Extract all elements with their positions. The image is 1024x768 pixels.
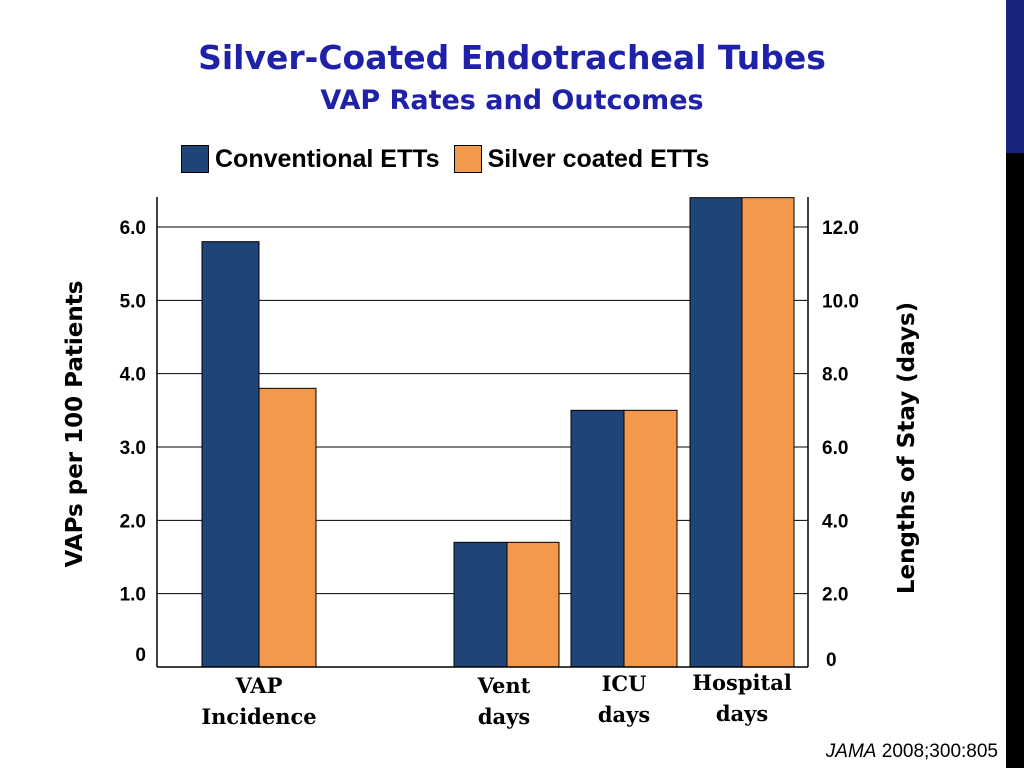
legend-item-silver: Silver coated ETTs: [453, 144, 710, 174]
bar-conventional: [201, 241, 260, 668]
bar-conventional: [570, 409, 625, 668]
y-tick-label-left: 3.0: [120, 438, 146, 459]
y-tick-label-right: 2.0: [822, 585, 848, 606]
y-tick-label-right: 6.0: [822, 438, 848, 459]
slide-title: Silver-Coated Endotracheal Tubes: [198, 38, 826, 77]
citation-details: 2008;300:805: [881, 741, 998, 762]
legend-swatch-silver: [453, 145, 482, 173]
decorative-side-bar-top: [1006, 0, 1024, 153]
y-tick-label-left: 4.0: [120, 365, 146, 386]
y-tick-label-left: 5.0: [120, 291, 146, 312]
bar-conventional: [689, 197, 743, 668]
y-tick-label-left: 2.0: [120, 511, 146, 532]
y-axis-title-right: Lengths of Stay (days): [894, 302, 920, 594]
y-tick-label-right: 12.0: [822, 218, 859, 239]
y-tick-label-left: 6.0: [120, 218, 146, 239]
y-tick-label-left: 0: [135, 645, 146, 666]
legend-swatch-conventional: [181, 145, 209, 173]
y-tick-label-right: 4.0: [822, 511, 848, 532]
bar-silver: [741, 197, 795, 668]
y-tick-label-right: 8.0: [822, 365, 848, 386]
bar-conventional: [453, 541, 508, 668]
legend-item-conventional: Conventional ETTs: [181, 145, 440, 174]
bar-silver: [506, 541, 560, 668]
x-category-label: VAP: [235, 673, 283, 698]
y-tick-label-right: 0: [826, 650, 837, 671]
chart-legend: Conventional ETTs Silver coated ETTs: [181, 143, 709, 175]
legend-label-conventional: Conventional ETTs: [215, 144, 440, 173]
x-category-label: Vent: [477, 673, 531, 698]
citation-journal: JAMA: [825, 741, 877, 762]
x-category-label: days: [598, 702, 650, 727]
y-tick-label-right: 10.0: [822, 291, 859, 312]
x-category-label: Incidence: [201, 704, 316, 729]
bar-silver: [258, 387, 317, 668]
y-tick-label-left: 1.0: [120, 585, 146, 606]
x-category-label: days: [716, 701, 768, 726]
citation: JAMA 2008;300:805: [826, 741, 998, 763]
legend-label-silver: Silver coated ETTs: [487, 144, 710, 173]
x-category-label: ICU: [602, 671, 647, 696]
slide-subtitle: VAP Rates and Outcomes: [320, 85, 704, 116]
decorative-side-bar-bottom: [1006, 153, 1024, 768]
bar-silver: [623, 409, 678, 668]
x-category-label: days: [478, 704, 530, 729]
x-category-label: Hospital: [692, 670, 792, 695]
y-axis-title-left: VAPs per 100 Patients: [62, 281, 88, 568]
